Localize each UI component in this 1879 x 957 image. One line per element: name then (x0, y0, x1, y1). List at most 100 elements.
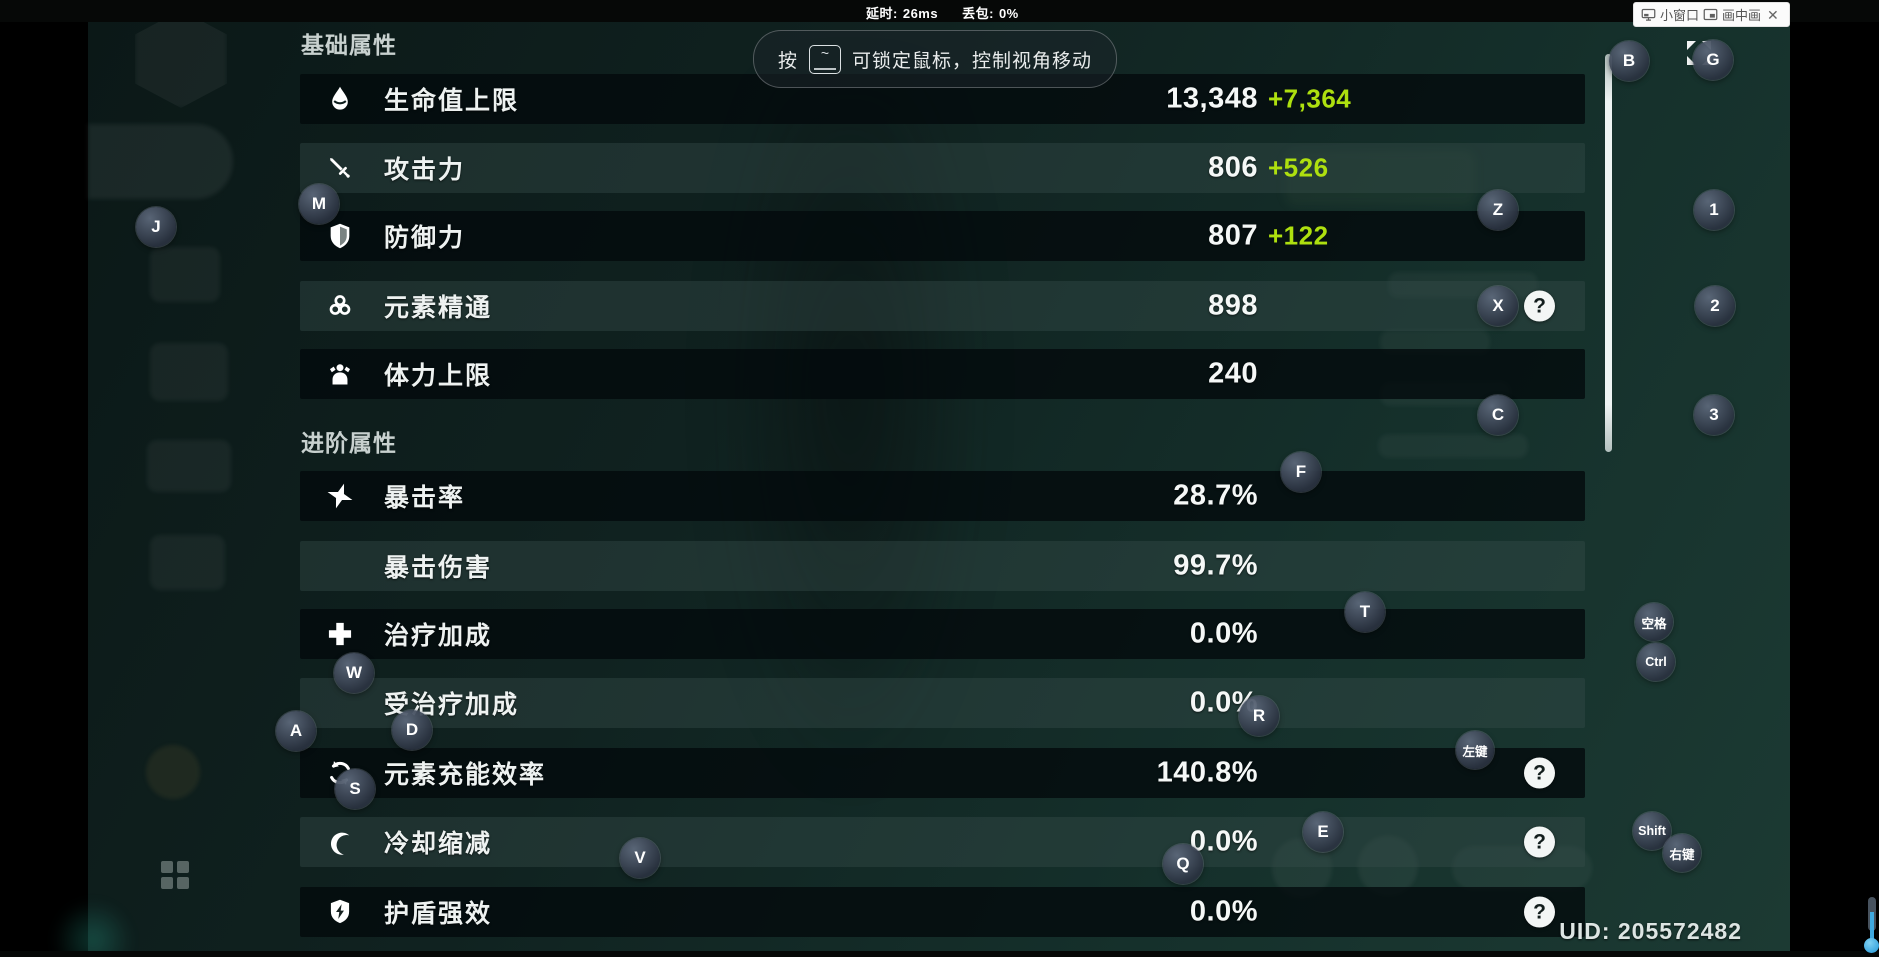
stat-row-shield-strength[interactable]: 护盾强效 0.0% ? (300, 887, 1585, 937)
elemental-mastery-icon (322, 288, 358, 324)
tooltip-text: 可锁定鼠标，控制视角移动 (852, 50, 1093, 72)
key-hint-M[interactable]: M (299, 184, 339, 224)
ghost-button (1358, 836, 1418, 896)
stat-value: 0.0% (1189, 895, 1258, 928)
stat-value: 0.0% (1189, 825, 1258, 858)
key-hint-3[interactable]: 3 (1694, 395, 1734, 435)
key-hint-T[interactable]: T (1345, 592, 1385, 632)
key-hint-W[interactable]: W (334, 653, 374, 693)
stat-value: 28.7% (1173, 479, 1258, 512)
key-hint-A[interactable]: A (276, 711, 316, 751)
corner-glow (53, 900, 133, 957)
key-hint-Ctrl[interactable]: Ctrl (1637, 643, 1675, 681)
ghost-selected-item (88, 124, 233, 199)
key-hint-C[interactable]: C (1478, 395, 1518, 435)
stat-row-stamina[interactable]: 体力上限 240 (300, 349, 1585, 399)
scroll-pin-line (1870, 912, 1874, 946)
ghost-line (1378, 434, 1528, 458)
stat-label: 攻击力 (384, 156, 466, 184)
stat-row-crit-dmg[interactable]: 暴击伤害 99.7% (300, 541, 1585, 591)
network-stats: 延时: 26ms 丢包: 0% (866, 3, 1024, 22)
key-hint-R[interactable]: R (1239, 696, 1279, 736)
key-hint-X[interactable]: X (1478, 286, 1518, 326)
attack-icon (322, 150, 358, 186)
stat-value: 13,348 (1166, 82, 1258, 115)
ghost-list-item (150, 247, 220, 302)
key-hint-G[interactable]: G (1693, 40, 1733, 80)
key-hint-2[interactable]: 2 (1695, 286, 1735, 326)
stat-row-defense[interactable]: 防御力 807 +122 (300, 211, 1585, 261)
stream-controls: 小窗口 画中画 ✕ (1633, 2, 1790, 27)
packet-loss-value: 0% (998, 6, 1019, 21)
stat-label: 暴击率 (384, 484, 466, 512)
stat-label: 护盾强效 (384, 900, 493, 928)
crit-rate-icon (322, 478, 358, 514)
key-hint-空格[interactable]: 空格 (1635, 603, 1673, 641)
stat-value: 898 (1208, 289, 1258, 322)
key-hint-右键[interactable]: 右键 (1663, 834, 1701, 872)
stat-bonus: +526 (1268, 152, 1329, 183)
close-icon[interactable]: ✕ (1767, 6, 1779, 23)
latency-label: 延时: (866, 6, 898, 21)
stat-row-elemental-mastery[interactable]: 元素精通 898 ? (300, 281, 1585, 331)
panel-scrollbar[interactable] (1605, 54, 1612, 452)
ghost-button (1452, 846, 1592, 890)
party-grid-icon (161, 861, 191, 891)
stat-value: 99.7% (1173, 549, 1258, 582)
stat-bonus: +7,364 (1268, 83, 1352, 114)
tooltip-prefix: 按 (778, 50, 799, 72)
stat-row-energy-recharge[interactable]: 元素充能效率 140.8% ? (300, 748, 1585, 798)
stat-label: 暴击伤害 (384, 554, 493, 582)
uid-label: UID: 205572482 (1559, 918, 1742, 944)
latency-value: 26ms (902, 6, 939, 21)
stat-row-incoming-healing[interactable]: 受治疗加成 0.0% (300, 678, 1585, 728)
key-hint-S[interactable]: S (335, 769, 375, 809)
stat-row-crit-rate[interactable]: 暴击率 28.7% (300, 471, 1585, 521)
stat-label: 防御力 (384, 224, 466, 252)
help-icon[interactable]: ? (1524, 826, 1555, 858)
mouse-lock-tooltip: 按 ~ 可锁定鼠标，控制视角移动 (753, 30, 1118, 88)
ghost-list-item (150, 343, 228, 401)
pip-button[interactable]: 画中画 (1722, 8, 1762, 23)
mini-window-button[interactable]: 小窗口 (1660, 8, 1700, 23)
stamina-icon (322, 356, 358, 392)
key-hint-V[interactable]: V (620, 838, 660, 878)
ghost-emblem (135, 10, 227, 108)
stat-label: 体力上限 (384, 362, 493, 390)
key-hint-E[interactable]: E (1303, 812, 1343, 852)
key-hint-F[interactable]: F (1281, 452, 1321, 492)
key-hint-D[interactable]: D (392, 710, 432, 750)
stat-value: 807 (1208, 219, 1258, 252)
packet-loss-label: 丢包: (962, 6, 994, 21)
pip-icon (1703, 8, 1718, 21)
help-icon[interactable]: ? (1524, 290, 1555, 322)
stat-value: 0.0% (1189, 617, 1258, 650)
stat-bonus: +122 (1268, 220, 1329, 251)
stat-label: 元素充能效率 (384, 761, 547, 789)
key-hint-左键[interactable]: 左键 (1456, 731, 1494, 769)
stat-row-attack[interactable]: 攻击力 806 +526 (300, 143, 1585, 193)
help-icon[interactable]: ? (1524, 757, 1555, 789)
key-hint-B[interactable]: B (1609, 41, 1649, 81)
top-status-bar (0, 0, 1879, 22)
stat-value: 806 (1208, 151, 1258, 184)
stat-row-healing-bonus[interactable]: 治疗加成 0.0% (300, 609, 1585, 659)
section-title-basic: 基础属性 (301, 32, 397, 58)
key-hint-Z[interactable]: Z (1478, 190, 1518, 230)
scroll-pin-handle[interactable] (1864, 938, 1879, 953)
key-hint-Q[interactable]: Q (1163, 844, 1203, 884)
stat-label: 冷却缩减 (384, 830, 493, 858)
key-hint-J[interactable]: J (136, 207, 176, 247)
cooldown-reduction-icon (322, 824, 358, 860)
stat-row-cooldown-reduction[interactable]: 冷却缩减 0.0% ? (300, 817, 1585, 867)
help-icon[interactable]: ? (1524, 896, 1555, 928)
monitor-icon (1641, 8, 1656, 21)
section-title-advanced: 进阶属性 (301, 430, 397, 456)
tilde-keycap-icon: ~ (809, 44, 842, 74)
stat-label: 治疗加成 (384, 622, 493, 650)
bottom-bar (0, 951, 1879, 957)
stat-value: 140.8% (1156, 756, 1258, 789)
key-hint-1[interactable]: 1 (1694, 190, 1734, 230)
ghost-list-item (147, 440, 231, 492)
